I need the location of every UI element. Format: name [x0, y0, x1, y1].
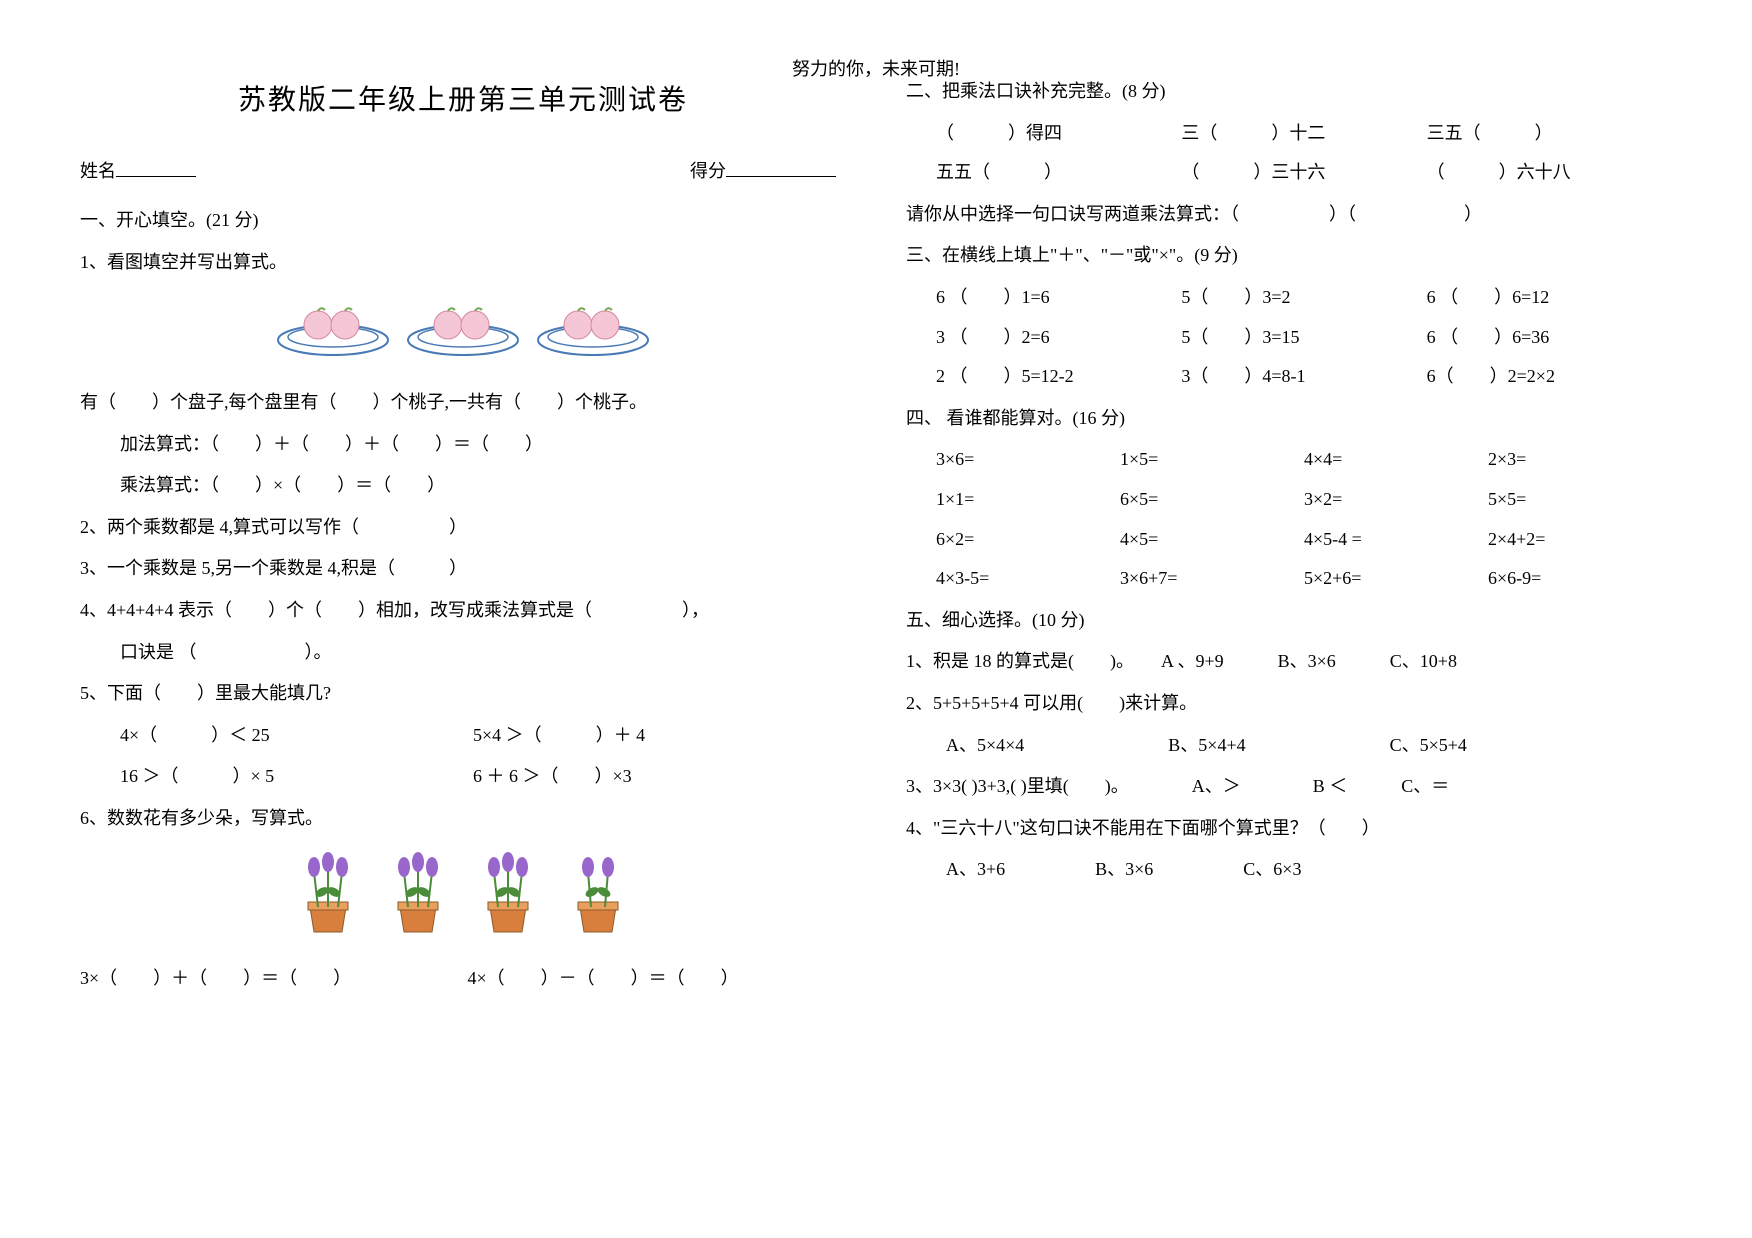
- section3-heading: 三、在横线上填上"＋"、"－"或"×"。(9 分): [906, 236, 1672, 276]
- s4r2a: 1×1=: [936, 480, 1120, 520]
- s2r2a: 五五（ ）: [936, 153, 1181, 193]
- section1-heading: 一、开心填空。(21 分): [80, 201, 846, 241]
- s5q2: 2、5+5+5+5+4 可以用( )来计算。: [906, 684, 1672, 724]
- flowers-image: [80, 847, 846, 952]
- s3r1b: 5（ ）3=2: [1181, 278, 1426, 318]
- s4r3c: 4×5-4 =: [1304, 520, 1488, 560]
- s4r3d: 2×4+2=: [1488, 520, 1672, 560]
- q5-row2: 16 ＞（ ）× 5 6 ＋ 6 ＞（ ）×3: [80, 757, 846, 797]
- s3r3b: 3（ ）4=8-1: [1181, 357, 1426, 397]
- s2r1c: 三五（ ）: [1427, 114, 1672, 154]
- name-field: 姓名: [80, 152, 196, 192]
- s3r1a: 6 （ ）1=6: [936, 278, 1181, 318]
- q3: 3、一个乘数是 5,另一个乘数是 4,积是（ ）: [80, 549, 846, 589]
- q6b: 4×（ ）－（ ）＝（ ）: [468, 968, 739, 988]
- s4r4a: 4×3-5=: [936, 559, 1120, 599]
- right-column: 二、把乘法口诀补充完整。(8 分) （ ）得四 三（ ）十二 三五（ ） 五五（…: [906, 70, 1672, 1001]
- section5-heading: 五、细心选择。(10 分): [906, 601, 1672, 641]
- q5d: 6 ＋ 6 ＞（ ）×3: [473, 766, 632, 786]
- s2-prompt: 请你从中选择一句口诀写两道乘法算式：（ ）（ ）: [906, 195, 1672, 235]
- s4-row1: 3×6= 1×5= 4×4= 2×3=: [906, 440, 1672, 480]
- s2-row2: 五五（ ） （ ）三十六 （ ）六十八: [906, 153, 1672, 193]
- s4r4d: 6×6-9=: [1488, 559, 1672, 599]
- s4r4b: 3×6+7=: [1120, 559, 1304, 599]
- q1: 1、看图填空并写出算式。: [80, 243, 846, 283]
- s2r2c: （ ）六十八: [1427, 153, 1672, 193]
- s4-row4: 4×3-5= 3×6+7= 5×2+6= 6×6-9=: [906, 559, 1672, 599]
- s5q4opts: A、3+6 B、3×6 C、6×3: [906, 850, 1672, 890]
- s4-row2: 1×1= 6×5= 3×2= 5×5=: [906, 480, 1672, 520]
- s3r2c: 6 （ ）6=36: [1427, 318, 1672, 358]
- q1-mul: 乘法算式：（ ）×（ ）＝（ ）: [80, 466, 846, 506]
- q5: 5、下面（ ）里最大能填几?: [80, 674, 846, 714]
- s2r1a: （ ）得四: [936, 114, 1181, 154]
- q5c: 16 ＞（ ）× 5: [120, 757, 468, 797]
- page-header: 努力的你，未来可期!: [0, 50, 1752, 90]
- s4r3b: 4×5=: [1120, 520, 1304, 560]
- section4-heading: 四、 看谁都能算对。(16 分): [906, 399, 1672, 439]
- s2r2b: （ ）三十六: [1181, 153, 1426, 193]
- s3r2a: 3 （ ）2=6: [936, 318, 1181, 358]
- s3r3c: 6（ ）2=2×2: [1427, 357, 1672, 397]
- q6-row: 3×（ ）＋（ ）＝（ ） 4×（ ）－（ ）＝（ ）: [80, 959, 846, 999]
- s3-row3: 2 （ ）5=12-2 3（ ）4=8-1 6（ ）2=2×2: [906, 357, 1672, 397]
- s3-row2: 3 （ ）2=6 5（ ）3=15 6 （ ）6=36: [906, 318, 1672, 358]
- s4-row3: 6×2= 4×5= 4×5-4 = 2×4+2=: [906, 520, 1672, 560]
- plates-image: [80, 290, 846, 375]
- q6: 6、数数花有多少朵，写算式。: [80, 799, 846, 839]
- s5q4: 4、"三六十八"这句口诀不能用在下面哪个算式里？（ ）: [906, 809, 1672, 849]
- s3-row1: 6 （ ）1=6 5（ ）3=2 6 （ ）6=12: [906, 278, 1672, 318]
- s4r1c: 4×4=: [1304, 440, 1488, 480]
- q5b: 5×4 ＞（ ）＋ 4: [473, 725, 645, 745]
- s4r1b: 1×5=: [1120, 440, 1304, 480]
- q4a: 4、4+4+4+4 表示（ ）个（ ）相加，改写成乘法算式是（ ），: [80, 591, 846, 631]
- s2r1b: 三（ ）十二: [1181, 114, 1426, 154]
- s5q2opts: A、5×4×4 B、5×4+4 C、5×5+4: [906, 726, 1672, 766]
- s3r1c: 6 （ ）6=12: [1427, 278, 1672, 318]
- q4b: 口诀是 （ ）。: [80, 633, 846, 673]
- s2-row1: （ ）得四 三（ ）十二 三五（ ）: [906, 114, 1672, 154]
- q2: 2、两个乘数都是 4,算式可以写作（ ）: [80, 508, 846, 548]
- score-underline[interactable]: [726, 159, 836, 177]
- s3r3a: 2 （ ）5=12-2: [936, 357, 1181, 397]
- left-column: 苏教版二年级上册第三单元测试卷 姓名 得分 一、开心填空。(21 分) 1、看图…: [80, 70, 846, 1001]
- name-label: 姓名: [80, 161, 116, 181]
- q6a: 3×（ ）＋（ ）＝（ ）: [80, 959, 463, 999]
- s3r2b: 5（ ）3=15: [1181, 318, 1426, 358]
- q1-line1: 有（ ）个盘子,每个盘里有（ ）个桃子,一共有（ ）个桃子。: [80, 383, 846, 423]
- s5q1: 1、积是 18 的算式是( )。 A 、9+9 B、3×6 C、10+8: [906, 642, 1672, 682]
- score-label: 得分: [690, 161, 726, 181]
- s5q3: 3、3×3( )3+3,( )里填( )。 A、＞ B ＜ C、＝: [906, 767, 1672, 807]
- q1-add: 加法算式：（ ）＋（ ）＋（ ）＝（ ）: [80, 425, 846, 465]
- score-field: 得分: [690, 152, 836, 192]
- s4r2c: 3×2=: [1304, 480, 1488, 520]
- s4r1a: 3×6=: [936, 440, 1120, 480]
- s4r2d: 5×5=: [1488, 480, 1672, 520]
- q5a: 4×（ ）＜ 25: [120, 716, 468, 756]
- s4r2b: 6×5=: [1120, 480, 1304, 520]
- s4r4c: 5×2+6=: [1304, 559, 1488, 599]
- s4r1d: 2×3=: [1488, 440, 1672, 480]
- name-underline[interactable]: [116, 159, 196, 177]
- q5-row1: 4×（ ）＜ 25 5×4 ＞（ ）＋ 4: [80, 716, 846, 756]
- s4r3a: 6×2=: [936, 520, 1120, 560]
